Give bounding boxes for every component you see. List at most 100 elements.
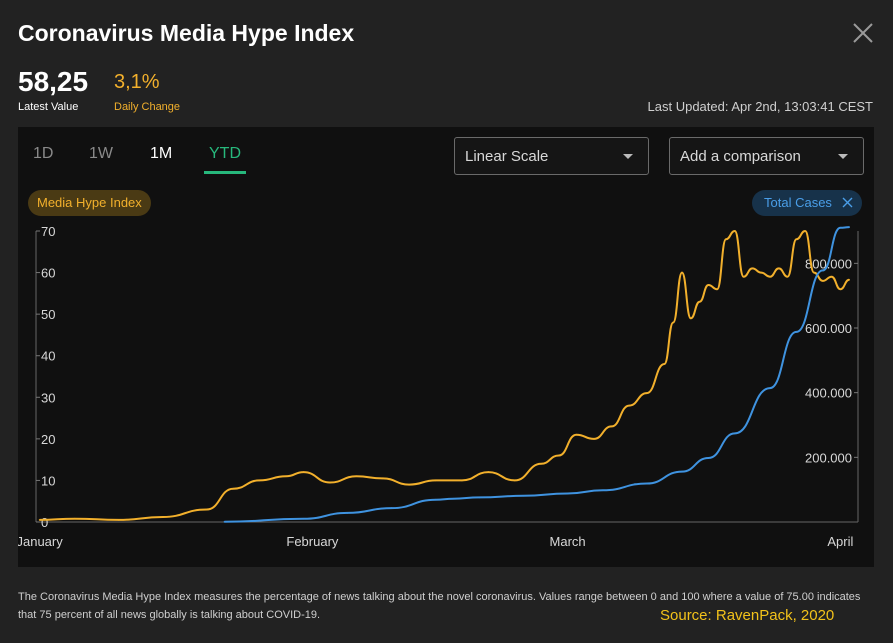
y-right-tick-label: 200.000 — [805, 450, 852, 465]
data-point-media-hype-index — [593, 438, 595, 440]
daily-change-value: 3,1% — [114, 71, 160, 93]
data-point-total-cases — [795, 331, 798, 333]
data-point-total-cases — [346, 512, 349, 514]
data-point-media-hype-index — [795, 238, 798, 241]
y-right-tick-label: 400.000 — [805, 386, 852, 401]
page-title: Coronavirus Media Hype Index — [18, 20, 355, 46]
data-point-media-hype-index — [285, 475, 287, 478]
data-point-total-cases — [646, 482, 648, 485]
data-point-media-hype-index — [681, 271, 683, 274]
data-point-total-cases — [452, 497, 455, 500]
range-1w[interactable]: 1W — [89, 145, 113, 162]
data-point-media-hype-index — [628, 404, 630, 407]
y-left-tick-label: 20 — [41, 432, 55, 447]
scale-select[interactable]: Linear Scale — [454, 137, 649, 175]
legend-total-cases-label: Total Cases — [764, 195, 832, 210]
data-point-media-hype-index — [690, 317, 692, 320]
y-left-tick-label: 30 — [41, 390, 55, 405]
data-point-total-cases — [302, 518, 305, 520]
data-point-media-hype-index — [74, 517, 76, 520]
data-point-media-hype-index — [698, 300, 701, 303]
range-1d[interactable]: 1D — [33, 145, 54, 162]
data-point-media-hype-index — [487, 471, 490, 473]
data-point-total-cases — [769, 387, 771, 389]
y-right-tick-label: 600.000 — [805, 321, 852, 336]
y-left-tick-label: 60 — [41, 266, 55, 281]
legend-total-cases[interactable]: Total Cases — [752, 190, 862, 216]
data-point-media-hype-index — [830, 275, 833, 278]
data-point-media-hype-index — [646, 392, 648, 394]
latest-value: 58,25 — [18, 66, 89, 97]
comparison-select-value: Add a comparison — [680, 148, 801, 165]
daily-change-label: Daily Change — [114, 101, 181, 113]
x-tick-label: March — [550, 534, 586, 549]
data-point-media-hype-index — [232, 487, 234, 490]
y-left-tick-label: 50 — [41, 307, 55, 322]
y-left-tick-label: 70 — [41, 224, 55, 239]
data-point-total-cases — [734, 432, 736, 435]
data-point-total-cases — [839, 227, 842, 229]
data-point-media-hype-index — [38, 519, 41, 521]
data-point-media-hype-index — [434, 479, 437, 482]
data-point-media-hype-index — [734, 230, 736, 232]
data-point-media-hype-index — [540, 463, 542, 465]
data-point-media-hype-index — [575, 433, 578, 436]
data-point-media-hype-index — [355, 475, 358, 478]
data-point-total-cases — [707, 457, 710, 459]
data-point-total-cases — [681, 470, 683, 473]
range-1m[interactable]: 1M — [150, 145, 173, 162]
data-point-media-hype-index — [751, 267, 754, 270]
data-point-total-cases — [434, 498, 437, 501]
data-point-total-cases — [848, 226, 850, 228]
data-point-media-hype-index — [329, 481, 331, 484]
data-point-total-cases — [822, 269, 824, 272]
data-point-total-cases — [223, 521, 226, 523]
data-point-media-hype-index — [302, 471, 305, 473]
data-point-media-hype-index — [778, 267, 780, 270]
data-point-media-hype-index — [118, 519, 120, 521]
active-range-indicator — [204, 171, 246, 174]
data-point-media-hype-index — [725, 238, 727, 241]
range-ytd[interactable]: YTD — [209, 145, 241, 162]
x-tick-label: January — [18, 534, 63, 549]
data-point-media-hype-index — [742, 275, 745, 278]
data-point-media-hype-index — [707, 284, 710, 286]
data-point-media-hype-index — [558, 454, 560, 457]
data-point-media-hype-index — [839, 288, 842, 290]
y-left-tick-label: 10 — [41, 473, 55, 488]
data-point-media-hype-index — [760, 271, 762, 274]
legend-media-hype-index: Media Hype Index — [28, 190, 151, 216]
line-chart: 010203040506070200.000400.000600.000800.… — [18, 224, 859, 549]
y-left-tick-label: 0 — [41, 515, 48, 530]
data-point-media-hype-index — [408, 483, 411, 486]
data-point-media-hype-index — [804, 230, 806, 232]
data-point-media-hype-index — [786, 275, 789, 278]
data-point-media-hype-index — [461, 479, 463, 482]
chevron-down-icon — [623, 154, 633, 159]
data-point-media-hype-index — [672, 321, 674, 324]
series-line-media-hype-index — [39, 230, 850, 521]
latest-value-label: Latest Value — [18, 101, 79, 113]
last-updated: Last Updated: Apr 2nd, 13:03:41 CEST — [647, 99, 873, 114]
y-left-tick-label: 40 — [41, 349, 55, 364]
data-point-total-cases — [522, 495, 525, 497]
data-point-media-hype-index — [663, 363, 666, 365]
close-icon[interactable] — [850, 20, 876, 46]
data-point-media-hype-index — [514, 479, 516, 482]
comparison-select[interactable]: Add a comparison — [669, 137, 864, 175]
data-point-media-hype-index — [716, 288, 718, 290]
chevron-down-icon — [838, 154, 848, 159]
data-point-total-cases — [478, 496, 481, 499]
data-point-total-cases — [390, 507, 393, 509]
data-point-media-hype-index — [206, 508, 208, 511]
x-tick-label: April — [827, 534, 853, 549]
data-point-media-hype-index — [813, 271, 815, 274]
description-footnote: The Coronavirus Media Hype Index measure… — [18, 591, 861, 621]
source-credit: Source: RavenPack, 2020 — [660, 607, 835, 624]
data-point-total-cases — [602, 489, 604, 492]
scale-select-value: Linear Scale — [465, 148, 549, 165]
remove-comparison-icon[interactable] — [842, 197, 853, 208]
data-point-media-hype-index — [769, 275, 771, 278]
chart-panel: 1D 1W 1M YTD Linear Scale Add a comparis… — [18, 127, 874, 567]
data-point-total-cases — [566, 492, 569, 495]
